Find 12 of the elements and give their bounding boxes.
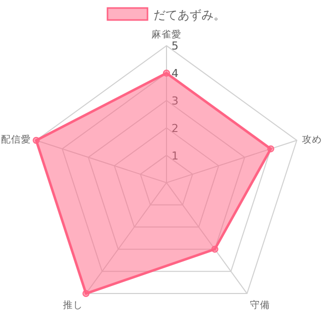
spoke-label: 麻雀愛 xyxy=(152,28,182,41)
legend: だてあずみ。 xyxy=(106,7,226,22)
spoke-label: 攻め xyxy=(302,134,322,146)
y-tick-label: 2 xyxy=(172,122,178,135)
spoke-label: 配信愛 xyxy=(0,134,31,146)
spoke-label: 守備 xyxy=(250,298,270,311)
y-tick-label: 4 xyxy=(172,67,178,80)
legend-label: だてあずみ。 xyxy=(154,8,226,22)
y-tick-label: 5 xyxy=(172,40,178,53)
y-tick-label: 1 xyxy=(172,149,178,162)
spoke-label: 推し xyxy=(62,298,83,311)
y-tick-label: 3 xyxy=(172,94,178,108)
